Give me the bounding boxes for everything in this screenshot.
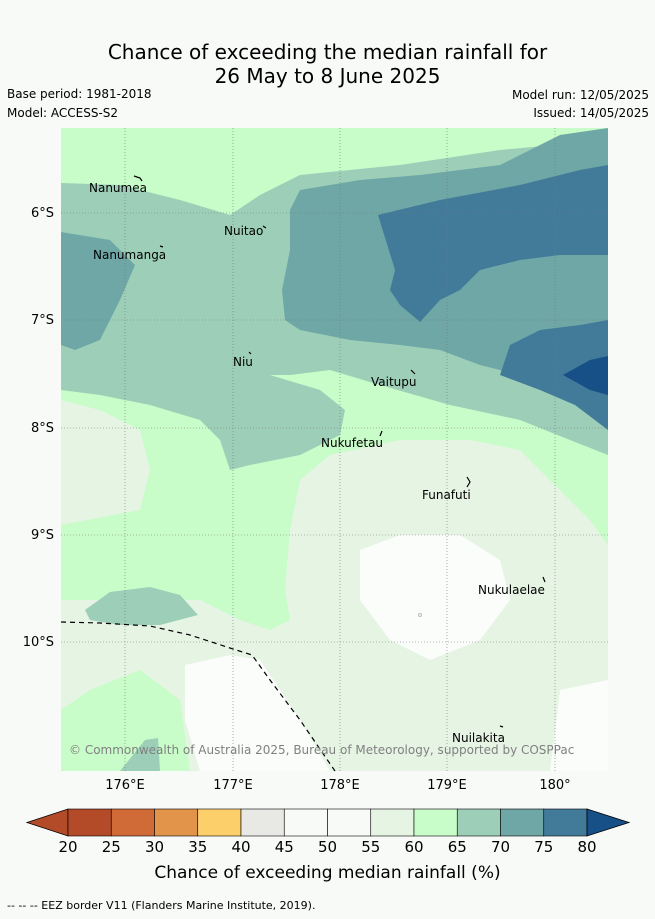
place-nuitao: Nuitao	[224, 224, 264, 238]
colorbar-title: Chance of exceeding median rainfall (%)	[154, 863, 501, 883]
place-nuilakita: Nuilakita	[452, 731, 505, 745]
colorbar-extend-high	[586, 808, 631, 837]
band-50-55-central	[360, 535, 510, 660]
islands	[133, 175, 546, 728]
lon-label-178e: 178°E	[320, 778, 360, 793]
colorbar-segment	[543, 808, 588, 837]
lat-label-9s: 9°S	[30, 528, 54, 543]
copyright-text: © Commonwealth of Australia 2025, Bureau…	[69, 743, 575, 757]
lat-label-10s: 10°S	[22, 635, 54, 650]
colorbar-segment	[197, 808, 242, 837]
colorbar-segment	[154, 808, 199, 837]
band-65-70-southwest	[120, 738, 160, 771]
island-nuitao-mark	[262, 225, 267, 229]
colorbar-extend-low	[25, 808, 69, 837]
band-80-plus	[563, 356, 608, 395]
base-period-text: Base period: 1981-2018	[7, 87, 152, 101]
colorbar-tick-label: 65	[447, 838, 467, 856]
colorbar-tick-label: 80	[577, 838, 597, 856]
place-nanumanga: Nanumanga	[93, 248, 167, 262]
island-nuilakita-mark	[499, 725, 504, 728]
lon-label-177e: 177°E	[213, 778, 253, 793]
colorbar-tick-label: 35	[188, 838, 208, 856]
lat-label-7s: 7°S	[30, 313, 54, 328]
island-nanumea-mark	[133, 175, 143, 182]
colorbar-tick-label: 40	[231, 838, 251, 856]
colorbar-segment	[413, 808, 458, 837]
title-line-1: Chance of exceeding the median rainfall …	[107, 40, 548, 64]
island-nukufetau-mark	[379, 430, 383, 437]
colorbar-tick-label: 20	[58, 838, 78, 856]
colorbar-tick-label: 55	[361, 838, 381, 856]
place-nukufetau: Nukufetau	[321, 436, 384, 450]
place-vaitupu: Vaitupu	[371, 375, 417, 389]
lat-label-6s: 6°S	[30, 206, 54, 221]
model-text: Model: ACCESS-S2	[7, 106, 119, 120]
band-75-80-north	[378, 165, 608, 322]
colorbar	[25, 808, 631, 837]
island-funafuti-mark	[466, 476, 471, 488]
island-vaitupu-mark	[410, 369, 416, 375]
place-funafuti: Funafuti	[422, 488, 471, 502]
island-nukulaelae-mark	[542, 576, 546, 583]
colorbar-tick-label: 30	[144, 838, 165, 856]
colorbar-segment	[240, 808, 285, 837]
band-50-55-southeast	[550, 680, 608, 771]
graticule	[61, 128, 608, 771]
band-70-75-west	[61, 232, 135, 350]
place-niu: Niu	[233, 355, 253, 369]
island-niu-mark	[248, 351, 252, 355]
map-fill	[61, 128, 608, 771]
colorbar-tick-label: 70	[490, 838, 511, 856]
lon-label-180: 180°	[539, 778, 571, 793]
band-75-80-east	[500, 320, 608, 430]
band-50-55-south	[185, 655, 330, 771]
lon-label-179e: 179°E	[427, 778, 467, 793]
place-nukulaelae: Nukulaelae	[478, 583, 545, 597]
minor-contour-dot	[418, 613, 422, 617]
colorbar-tick-label: 50	[317, 838, 338, 856]
colorbar-segment	[327, 808, 372, 837]
model-run-text: Model run: 12/05/2025	[511, 88, 649, 102]
lat-label-8s: 8°S	[30, 421, 54, 436]
eez-border	[60, 621, 336, 772]
colorbar-tick-label: 25	[101, 838, 121, 856]
island-nanumanga-mark	[159, 245, 164, 248]
colorbar-tick-label: 60	[404, 838, 424, 856]
eez-footnote: -- -- -- EEZ border V11 (Flanders Marine…	[7, 899, 316, 912]
band-65-70-south	[85, 587, 198, 625]
colorbar-segment	[370, 808, 415, 837]
issued-text: Issued: 14/05/2025	[533, 106, 649, 120]
colorbar-segment	[67, 808, 112, 837]
colorbar-tick-label: 45	[274, 838, 294, 856]
colorbar-segment	[500, 808, 545, 837]
title-line-2: 26 May to 8 June 2025	[214, 64, 441, 88]
colorbar-segment	[283, 808, 328, 837]
colorbar-tick-label: 75	[534, 838, 554, 856]
colorbar-segment	[110, 808, 155, 837]
lon-label-176e: 176°E	[105, 778, 145, 793]
map-title: Chance of exceeding the median rainfall …	[0, 40, 655, 88]
band-55-60-west	[61, 400, 150, 525]
place-nanumea: Nanumea	[89, 181, 147, 195]
colorbar-segment	[456, 808, 501, 837]
